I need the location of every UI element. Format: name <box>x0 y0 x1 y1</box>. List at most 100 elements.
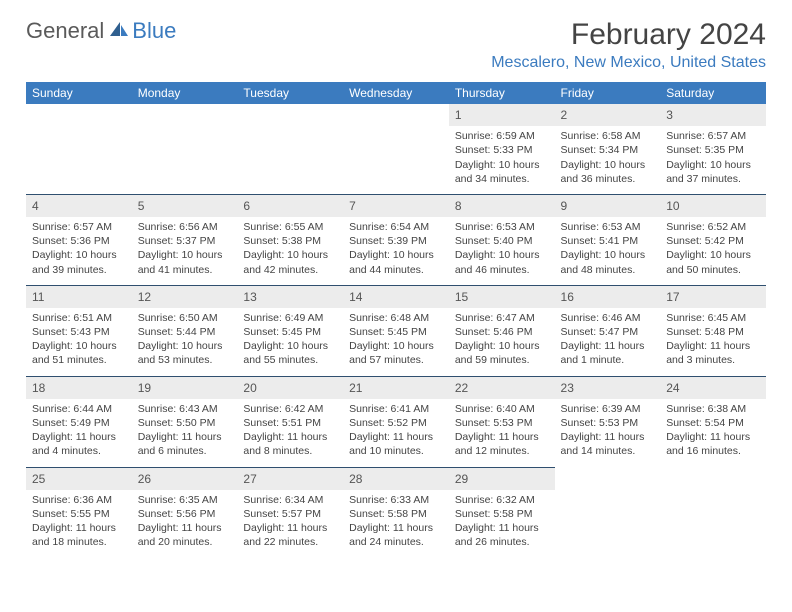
sunset-line: Sunset: 5:57 PM <box>243 507 337 521</box>
day-cell: 16Sunrise: 6:46 AMSunset: 5:47 PMDayligh… <box>555 284 661 375</box>
empty-day-cell: 0 <box>343 104 449 193</box>
sunset-line: Sunset: 5:48 PM <box>666 325 760 339</box>
day-cell: 9Sunrise: 6:53 AMSunset: 5:41 PMDaylight… <box>555 193 661 284</box>
day-detail: Sunrise: 6:57 AMSunset: 5:35 PMDaylight:… <box>660 126 766 192</box>
day-number: 6 <box>237 194 343 217</box>
sunset-line: Sunset: 5:51 PM <box>243 416 337 430</box>
day-cell: 14Sunrise: 6:48 AMSunset: 5:45 PMDayligh… <box>343 284 449 375</box>
day-detail: Sunrise: 6:59 AMSunset: 5:33 PMDaylight:… <box>449 126 555 192</box>
weekday-header: Sunday <box>26 82 132 104</box>
day-number: 21 <box>343 376 449 399</box>
empty-day-cell: 0 <box>660 466 766 557</box>
sunset-line: Sunset: 5:38 PM <box>243 234 337 248</box>
daylight-line: Daylight: 10 hours and 39 minutes. <box>32 248 126 276</box>
day-cell: 3Sunrise: 6:57 AMSunset: 5:35 PMDaylight… <box>660 104 766 193</box>
day-number: 19 <box>132 376 238 399</box>
sunset-line: Sunset: 5:44 PM <box>138 325 232 339</box>
calendar-body: 0 0 0 0 1Sunrise: 6:59 AMSunset: 5:33 PM… <box>26 104 766 556</box>
sunset-line: Sunset: 5:54 PM <box>666 416 760 430</box>
day-detail: Sunrise: 6:47 AMSunset: 5:46 PMDaylight:… <box>449 308 555 374</box>
sunrise-line: Sunrise: 6:52 AM <box>666 220 760 234</box>
daylight-line: Daylight: 10 hours and 59 minutes. <box>455 339 549 367</box>
day-cell: 25Sunrise: 6:36 AMSunset: 5:55 PMDayligh… <box>26 466 132 557</box>
weekday-header: Thursday <box>449 82 555 104</box>
day-detail: Sunrise: 6:53 AMSunset: 5:41 PMDaylight:… <box>555 217 661 283</box>
daylight-line: Daylight: 11 hours and 26 minutes. <box>455 521 549 549</box>
day-number: 24 <box>660 376 766 399</box>
day-cell: 8Sunrise: 6:53 AMSunset: 5:40 PMDaylight… <box>449 193 555 284</box>
day-number: 20 <box>237 376 343 399</box>
daylight-line: Daylight: 11 hours and 24 minutes. <box>349 521 443 549</box>
sunset-line: Sunset: 5:50 PM <box>138 416 232 430</box>
day-cell: 22Sunrise: 6:40 AMSunset: 5:53 PMDayligh… <box>449 375 555 466</box>
day-cell: 28Sunrise: 6:33 AMSunset: 5:58 PMDayligh… <box>343 466 449 557</box>
calendar-table: SundayMondayTuesdayWednesdayThursdayFrid… <box>26 82 766 557</box>
day-detail: Sunrise: 6:41 AMSunset: 5:52 PMDaylight:… <box>343 399 449 465</box>
daylight-line: Daylight: 10 hours and 42 minutes. <box>243 248 337 276</box>
day-detail: Sunrise: 6:38 AMSunset: 5:54 PMDaylight:… <box>660 399 766 465</box>
daylight-line: Daylight: 11 hours and 6 minutes. <box>138 430 232 458</box>
sunrise-line: Sunrise: 6:44 AM <box>32 402 126 416</box>
day-number: 25 <box>26 467 132 490</box>
sunrise-line: Sunrise: 6:53 AM <box>455 220 549 234</box>
sunrise-line: Sunrise: 6:54 AM <box>349 220 443 234</box>
day-cell: 19Sunrise: 6:43 AMSunset: 5:50 PMDayligh… <box>132 375 238 466</box>
week-row: 4Sunrise: 6:57 AMSunset: 5:36 PMDaylight… <box>26 193 766 284</box>
day-cell: 27Sunrise: 6:34 AMSunset: 5:57 PMDayligh… <box>237 466 343 557</box>
day-number: 28 <box>343 467 449 490</box>
sunrise-line: Sunrise: 6:43 AM <box>138 402 232 416</box>
day-detail: Sunrise: 6:58 AMSunset: 5:34 PMDaylight:… <box>555 126 661 192</box>
sunset-line: Sunset: 5:58 PM <box>349 507 443 521</box>
week-row: 11Sunrise: 6:51 AMSunset: 5:43 PMDayligh… <box>26 284 766 375</box>
logo-sail-icon <box>108 18 130 44</box>
day-detail: Sunrise: 6:53 AMSunset: 5:40 PMDaylight:… <box>449 217 555 283</box>
day-detail: Sunrise: 6:57 AMSunset: 5:36 PMDaylight:… <box>26 217 132 283</box>
daylight-line: Daylight: 11 hours and 20 minutes. <box>138 521 232 549</box>
day-detail: Sunrise: 6:43 AMSunset: 5:50 PMDaylight:… <box>132 399 238 465</box>
sunrise-line: Sunrise: 6:45 AM <box>666 311 760 325</box>
sunset-line: Sunset: 5:47 PM <box>561 325 655 339</box>
empty-day-cell: 0 <box>26 104 132 193</box>
day-cell: 18Sunrise: 6:44 AMSunset: 5:49 PMDayligh… <box>26 375 132 466</box>
empty-day-cell: 0 <box>555 466 661 557</box>
daylight-line: Daylight: 10 hours and 57 minutes. <box>349 339 443 367</box>
sunrise-line: Sunrise: 6:40 AM <box>455 402 549 416</box>
day-detail: Sunrise: 6:32 AMSunset: 5:58 PMDaylight:… <box>449 490 555 556</box>
day-number: 26 <box>132 467 238 490</box>
sunset-line: Sunset: 5:55 PM <box>32 507 126 521</box>
sunrise-line: Sunrise: 6:49 AM <box>243 311 337 325</box>
day-cell: 15Sunrise: 6:47 AMSunset: 5:46 PMDayligh… <box>449 284 555 375</box>
day-detail: Sunrise: 6:44 AMSunset: 5:49 PMDaylight:… <box>26 399 132 465</box>
empty-day-cell: 0 <box>132 104 238 193</box>
daylight-line: Daylight: 11 hours and 10 minutes. <box>349 430 443 458</box>
day-detail: Sunrise: 6:46 AMSunset: 5:47 PMDaylight:… <box>555 308 661 374</box>
sunrise-line: Sunrise: 6:57 AM <box>32 220 126 234</box>
sunset-line: Sunset: 5:37 PM <box>138 234 232 248</box>
daylight-line: Daylight: 10 hours and 44 minutes. <box>349 248 443 276</box>
day-cell: 26Sunrise: 6:35 AMSunset: 5:56 PMDayligh… <box>132 466 238 557</box>
day-number: 13 <box>237 285 343 308</box>
daylight-line: Daylight: 10 hours and 41 minutes. <box>138 248 232 276</box>
weekday-header: Saturday <box>660 82 766 104</box>
sunrise-line: Sunrise: 6:50 AM <box>138 311 232 325</box>
daylight-line: Daylight: 11 hours and 4 minutes. <box>32 430 126 458</box>
day-detail: Sunrise: 6:52 AMSunset: 5:42 PMDaylight:… <box>660 217 766 283</box>
daylight-line: Daylight: 11 hours and 14 minutes. <box>561 430 655 458</box>
sunrise-line: Sunrise: 6:51 AM <box>32 311 126 325</box>
sunrise-line: Sunrise: 6:42 AM <box>243 402 337 416</box>
day-cell: 4Sunrise: 6:57 AMSunset: 5:36 PMDaylight… <box>26 193 132 284</box>
sunrise-line: Sunrise: 6:34 AM <box>243 493 337 507</box>
day-cell: 17Sunrise: 6:45 AMSunset: 5:48 PMDayligh… <box>660 284 766 375</box>
day-detail: Sunrise: 6:48 AMSunset: 5:45 PMDaylight:… <box>343 308 449 374</box>
day-detail: Sunrise: 6:39 AMSunset: 5:53 PMDaylight:… <box>555 399 661 465</box>
header: General Blue February 2024 Mescalero, Ne… <box>26 18 766 72</box>
empty-day-cell: 0 <box>237 104 343 193</box>
day-number: 2 <box>555 104 661 126</box>
day-number: 9 <box>555 194 661 217</box>
daylight-line: Daylight: 11 hours and 1 minute. <box>561 339 655 367</box>
sunset-line: Sunset: 5:34 PM <box>561 143 655 157</box>
day-cell: 21Sunrise: 6:41 AMSunset: 5:52 PMDayligh… <box>343 375 449 466</box>
day-number: 3 <box>660 104 766 126</box>
day-detail: Sunrise: 6:50 AMSunset: 5:44 PMDaylight:… <box>132 308 238 374</box>
sunset-line: Sunset: 5:46 PM <box>455 325 549 339</box>
